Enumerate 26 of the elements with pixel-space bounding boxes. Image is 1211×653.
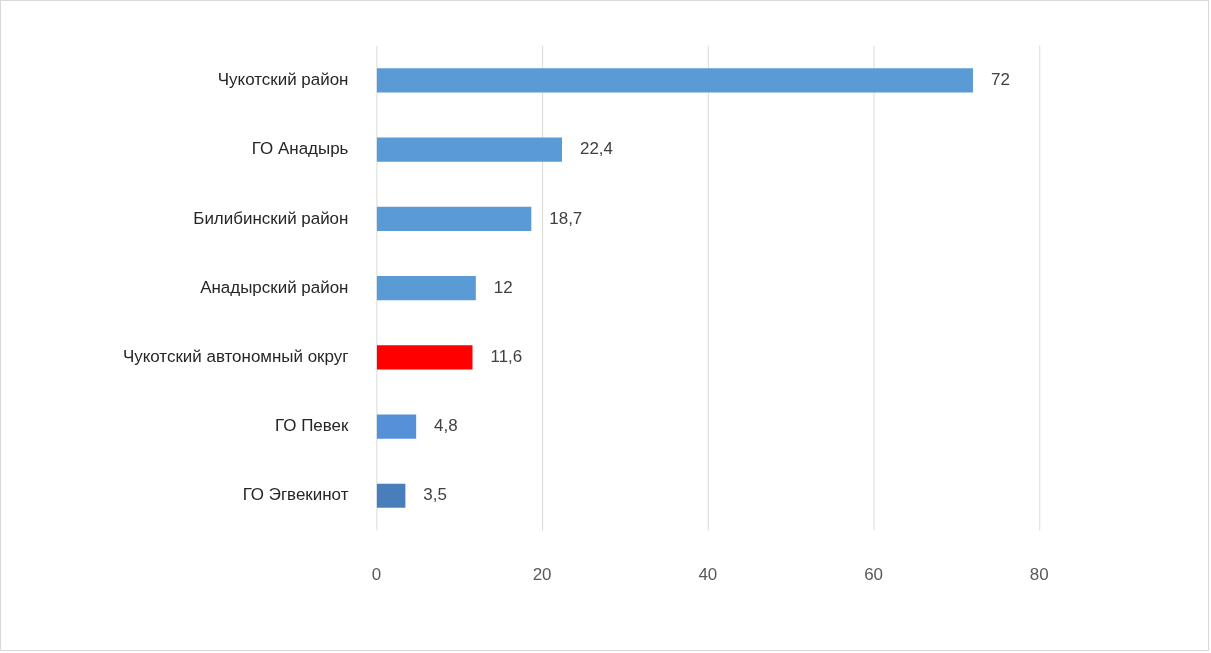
data-label: 12	[493, 277, 513, 297]
y-tick-label: ГО Эгвекинот	[242, 485, 349, 505]
y-tick-label: Чукотский район	[217, 70, 349, 90]
x-tick-label: 20	[532, 565, 552, 585]
bar	[376, 276, 476, 301]
data-label: 22,4	[579, 139, 613, 159]
data-label: 11,6	[490, 347, 523, 366]
bar	[376, 345, 473, 370]
y-tick-label: ГО Певек	[275, 416, 349, 436]
bar	[376, 206, 532, 232]
data-label: 4,8	[434, 416, 458, 436]
bar	[376, 414, 417, 439]
y-tick-label: ГО Анадырь	[251, 139, 349, 159]
x-tick-label: 0	[371, 565, 382, 585]
x-tick-label: 80	[1029, 565, 1049, 585]
bar	[376, 68, 973, 93]
data-label: 18,7	[549, 208, 583, 228]
data-label: 3,5	[423, 485, 447, 505]
bar	[376, 137, 562, 162]
y-tick-label: Анадырский район	[200, 277, 349, 297]
data-label: 72	[990, 70, 1010, 90]
x-tick-label: 60	[864, 565, 883, 585]
y-tick-label: Чукотский автономный округ	[122, 347, 349, 366]
y-tick-label: Билибинский район	[193, 208, 349, 228]
x-tick-label: 40	[698, 565, 718, 585]
bar	[376, 483, 406, 508]
